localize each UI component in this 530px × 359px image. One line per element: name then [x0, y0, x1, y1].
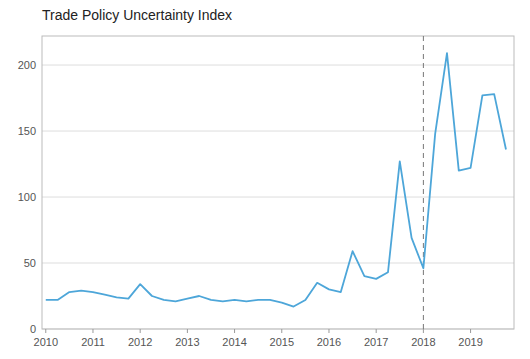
- plot-area: [46, 36, 506, 329]
- chart: Trade Policy Uncertainty Index 0 50 100 150 2…: [0, 0, 530, 359]
- x-tick-label: 2019: [458, 336, 482, 348]
- x-tick: [328, 329, 329, 333]
- y-tick-label: 200: [18, 59, 36, 71]
- x-tick-label: 2018: [411, 336, 435, 348]
- x-tick: [423, 329, 424, 333]
- x-tick-label: 2014: [222, 336, 246, 348]
- x-tick: [470, 329, 471, 333]
- y-grid: [42, 65, 514, 329]
- grid-line: [42, 65, 514, 66]
- y-tick-label: 150: [18, 125, 36, 137]
- plot-frame: [42, 36, 514, 329]
- y-tick-label: 50: [24, 257, 36, 269]
- x-tick-label: 2017: [364, 336, 388, 348]
- y-tick-label: 0: [30, 323, 36, 335]
- x-tick: [140, 329, 141, 333]
- chart-container: Trade Policy Uncertainty Index 0 50 100 150 2…: [0, 0, 530, 359]
- x-tick: [234, 329, 235, 333]
- x-tick: [187, 329, 188, 333]
- data-line: [46, 53, 506, 306]
- grid-line: [42, 263, 514, 264]
- grid-line: [42, 197, 514, 198]
- x-tick-label: 2012: [128, 336, 152, 348]
- x-tick: [92, 329, 93, 333]
- x-tick: [281, 329, 282, 333]
- grid-line: [42, 131, 514, 132]
- title: Trade Policy Uncertainty Index: [42, 7, 232, 23]
- x-tick: [376, 329, 377, 333]
- x-tick-label: 2016: [317, 336, 341, 348]
- reference-line: [423, 36, 424, 329]
- y-tick-label: 100: [18, 191, 36, 203]
- x-tick-label: 2013: [175, 336, 199, 348]
- x-tick-label: 2011: [81, 336, 105, 348]
- x-tick: [45, 329, 46, 333]
- x-tick-label: 2010: [34, 336, 58, 348]
- x-tick-label: 2015: [270, 336, 294, 348]
